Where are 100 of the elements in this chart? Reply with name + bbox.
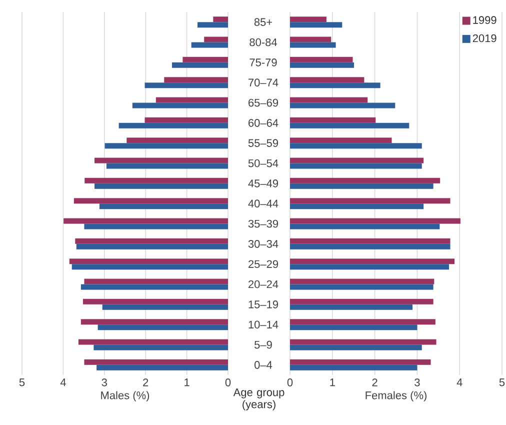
bar xyxy=(84,224,228,230)
bar xyxy=(290,36,332,42)
y-tick-label: 10–14 xyxy=(248,320,278,328)
bar xyxy=(290,122,410,128)
y-tick-label: 85+ xyxy=(254,18,272,26)
bar xyxy=(290,218,460,224)
bar xyxy=(290,264,450,270)
bar xyxy=(164,77,228,83)
bar xyxy=(74,198,228,204)
bar xyxy=(290,97,368,103)
bar xyxy=(94,344,228,350)
bar xyxy=(72,264,228,270)
y-tick-label: 0–4 xyxy=(254,361,272,369)
bar xyxy=(290,77,364,83)
y-tick-label: 40–44 xyxy=(248,200,278,208)
x-tick-label: 2 xyxy=(143,378,148,386)
bar xyxy=(290,244,450,250)
bar xyxy=(290,344,422,350)
bar xyxy=(198,22,228,28)
bar xyxy=(172,62,228,68)
bar xyxy=(290,238,450,244)
bar xyxy=(82,298,228,304)
bar xyxy=(290,204,424,210)
bar xyxy=(290,158,424,164)
bar xyxy=(102,304,228,310)
y-tick-label: 30–34 xyxy=(248,240,278,248)
x-tick-label: 4 xyxy=(60,378,66,386)
bar xyxy=(290,16,326,22)
bar xyxy=(64,218,228,224)
bar xyxy=(290,324,418,330)
y-tick-label: 80-84 xyxy=(250,38,277,46)
bar xyxy=(69,258,228,264)
y-tick-label: 60–64 xyxy=(248,119,278,127)
bar xyxy=(96,364,228,370)
x-tick-label: 0 xyxy=(287,378,293,386)
bar xyxy=(156,97,228,103)
y-tick-label: 35–39 xyxy=(248,220,278,228)
bar xyxy=(213,16,228,22)
bar xyxy=(290,178,440,184)
bar xyxy=(290,143,422,149)
bar xyxy=(132,102,228,108)
bar xyxy=(290,82,380,88)
x-axis-title: Females (%) xyxy=(366,391,426,402)
bar xyxy=(94,158,228,164)
bar xyxy=(80,284,228,290)
bar xyxy=(75,238,228,244)
y-tick-label: 70–74 xyxy=(248,78,278,86)
bar xyxy=(76,244,228,250)
bar xyxy=(290,359,431,365)
bar xyxy=(290,298,434,304)
y-tick-label: 25–29 xyxy=(248,260,278,268)
bar xyxy=(290,163,422,169)
y-tick-label: 5–9 xyxy=(254,340,272,349)
bar xyxy=(80,319,228,325)
bar xyxy=(144,117,228,123)
bar xyxy=(84,278,228,284)
bar xyxy=(290,117,376,123)
x-tick-label: 1 xyxy=(184,378,190,386)
y-tick-label: 55–59 xyxy=(248,139,278,147)
bar xyxy=(290,56,353,62)
bar xyxy=(191,42,228,48)
bar xyxy=(118,122,228,128)
bar xyxy=(290,224,440,230)
bar xyxy=(182,56,228,62)
bar xyxy=(204,36,228,42)
bar xyxy=(290,62,354,68)
bar xyxy=(144,82,228,88)
bar xyxy=(78,339,228,345)
bar xyxy=(290,284,434,290)
y-tick-label: 20–24 xyxy=(248,280,278,288)
bar xyxy=(290,319,436,325)
bar xyxy=(290,258,455,264)
bar xyxy=(290,102,396,108)
bar xyxy=(290,42,336,48)
x-tick-label: 1 xyxy=(330,378,335,386)
legend-label: 2019 xyxy=(472,34,496,42)
bar xyxy=(84,359,228,365)
legend-label: 1999 xyxy=(473,16,496,24)
x-tick-label: 3 xyxy=(102,378,107,386)
y-tick-label: 75-79 xyxy=(250,58,277,66)
bar xyxy=(290,198,450,204)
bar xyxy=(290,183,434,189)
bar xyxy=(290,364,418,370)
y-tick-label: 45–49 xyxy=(248,180,278,188)
y-axis-title: Age group (years) xyxy=(233,388,284,410)
x-tick-label: 3 xyxy=(414,378,420,386)
bar xyxy=(104,143,228,149)
x-tick-label: 4 xyxy=(456,378,462,386)
y-tick-label: 15–19 xyxy=(248,300,278,308)
bar xyxy=(99,204,228,210)
bar xyxy=(98,324,228,330)
bar xyxy=(290,339,436,345)
bar xyxy=(290,22,342,28)
bar xyxy=(290,138,392,144)
bar xyxy=(126,138,228,144)
bar xyxy=(94,183,228,189)
y-tick-label: 65–69 xyxy=(248,98,278,107)
x-axis-title: Males (%) xyxy=(101,391,150,402)
x-tick-label: 5 xyxy=(19,378,25,386)
bar xyxy=(290,278,434,284)
